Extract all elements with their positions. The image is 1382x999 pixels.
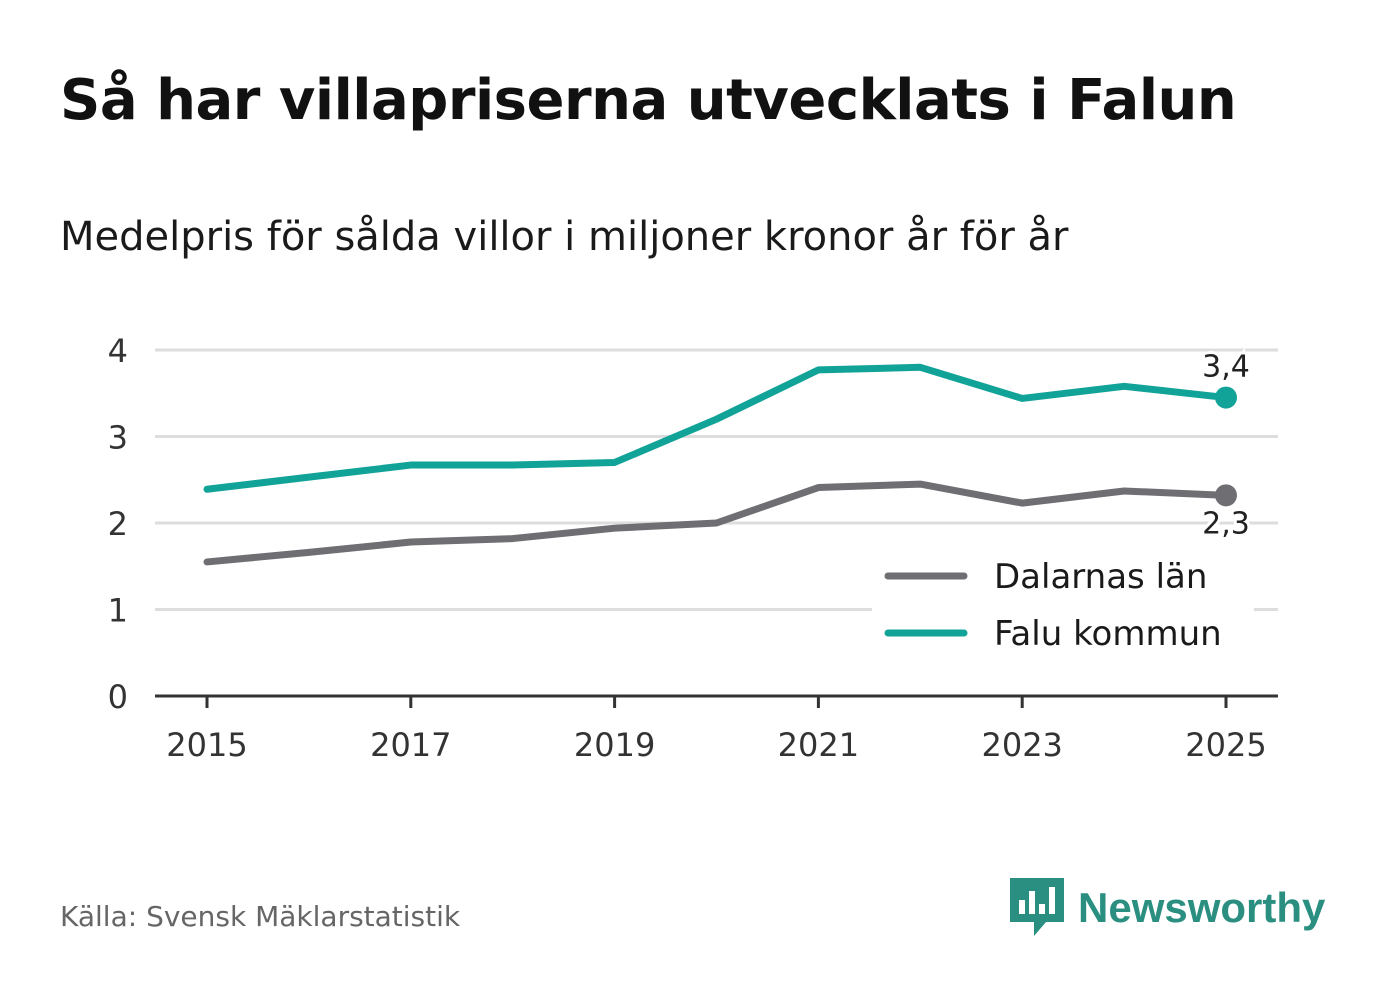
legend-label-dalarnas-l-n: Dalarnas län [994,557,1207,597]
y-tick-label: 0 [108,678,128,716]
y-tick-label: 2 [108,505,128,543]
x-tick-label: 2019 [574,726,655,764]
newsworthy-logo-icon [1010,878,1064,936]
y-tick-label: 1 [108,592,128,630]
end-point-dalarnas-l-n [1215,484,1237,507]
x-tick-label: 2023 [981,726,1062,764]
chart-title: Så har villapriserna utvecklats i Falun [60,68,1237,133]
end-point-falu-kommun [1215,386,1237,409]
chart-subtitle: Medelpris för sålda villor i miljoner kr… [60,214,1069,260]
brand-logo: Newsworthy [1010,878,1325,938]
source-note: Källa: Svensk Mäklarstatistik [60,900,461,933]
legend-label-falu-kommun: Falu kommun [994,614,1222,654]
x-tick-label: 2017 [370,726,451,764]
x-tick-label: 2025 [1185,726,1266,764]
y-tick-label: 4 [108,332,128,370]
series-line-dalarnas-l-n [203,480,1230,566]
series-line-falu-kommun [203,363,1230,493]
legend-background [872,548,1254,664]
y-tick-label: 3 [108,419,128,457]
x-tick-label: 2015 [166,726,247,764]
end-label-dalarnas-l-n: 2,3 [1202,506,1250,541]
x-tick-label: 2021 [778,726,859,764]
brand-name: Newsworthy [1078,884,1326,931]
end-label-falu-kommun: 3,4 [1202,350,1250,385]
